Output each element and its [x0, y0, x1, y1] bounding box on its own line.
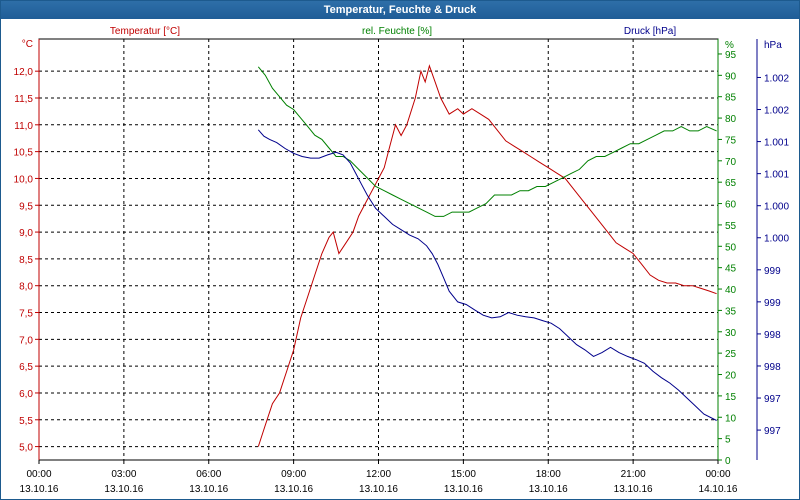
pressure-tick-label: 997: [764, 426, 781, 437]
pressure-tick-label: 1.001: [764, 138, 789, 149]
humidity-tick-label: 60: [725, 200, 737, 211]
x-tick-date-label: 13.10.16: [359, 484, 398, 495]
pressure-tick-label: 999: [764, 266, 781, 277]
x-tick-time-label: 21:00: [621, 469, 646, 480]
pressure-tick-label: 997: [764, 394, 781, 405]
humidity-tick-label: 65: [725, 178, 737, 189]
humidity-tick-label: 70: [725, 157, 737, 168]
temperature-tick-label: 12,0: [14, 67, 34, 78]
temperature-tick-label: 10,5: [14, 148, 34, 159]
x-tick-time-label: 06:00: [196, 469, 221, 480]
x-tick-date-label: 13.10.16: [274, 484, 313, 495]
humidity-tick-label: 75: [725, 135, 737, 146]
humidity-tick-label: 25: [725, 349, 737, 360]
temperature-series-title: Temperatur [°C]: [110, 26, 180, 37]
humidity-tick-label: 30: [725, 328, 737, 339]
humidity-tick-label: 50: [725, 242, 737, 253]
temperature-tick-label: 11,0: [14, 121, 33, 132]
x-tick-time-label: 00:00: [26, 469, 51, 480]
humidity-tick-label: 90: [725, 71, 737, 82]
pressure-axis-unit: hPa: [764, 40, 782, 51]
pressure-series-title: Druck [hPa]: [624, 26, 676, 37]
pressure-tick-label: 1.000: [764, 202, 789, 213]
x-tick-date-label: 13.10.16: [614, 484, 653, 495]
pressure-tick-label: 999: [764, 298, 781, 309]
temperature-tick-label: 7,0: [19, 335, 33, 346]
humidity-tick-label: 40: [725, 285, 737, 296]
humidity-tick-label: 5: [725, 435, 731, 446]
temperature-tick-label: 8,5: [19, 255, 33, 266]
temperature-tick-label: 7,5: [19, 309, 33, 320]
temperature-tick-label: 10,0: [14, 174, 34, 185]
pressure-tick-label: 1.001: [764, 170, 789, 181]
x-tick-time-label: 18:00: [536, 469, 561, 480]
pressure-tick-label: 1.000: [764, 234, 789, 245]
x-tick-date-label: 13.10.16: [529, 484, 568, 495]
series-line-pressure: [257, 129, 717, 421]
temperature-tick-label: 6,5: [19, 362, 33, 373]
x-tick-date-label: 13.10.16: [189, 484, 228, 495]
x-tick-date-label: 13.10.16: [104, 484, 143, 495]
humidity-series-title: rel. Feuchte [%]: [362, 26, 432, 37]
humidity-tick-label: 35: [725, 306, 737, 317]
pressure-tick-label: 998: [764, 330, 781, 341]
x-tick-date-label: 13.10.16: [444, 484, 483, 495]
temperature-tick-label: 8,0: [19, 282, 33, 293]
humidity-axis-unit: %: [725, 40, 734, 51]
x-tick-date-label: 13.10.16: [20, 484, 59, 495]
pressure-tick-label: 1.002: [764, 73, 789, 84]
humidity-tick-label: 45: [725, 264, 737, 275]
temperature-tick-label: 9,5: [19, 201, 33, 212]
humidity-tick-label: 95: [725, 50, 737, 61]
humidity-tick-label: 80: [725, 114, 737, 125]
x-tick-time-label: 03:00: [111, 469, 136, 480]
x-tick-time-label: 00:00: [705, 469, 730, 480]
humidity-tick-label: 10: [725, 413, 737, 424]
temperature-tick-label: 9,0: [19, 228, 33, 239]
pressure-tick-label: 1.002: [764, 106, 789, 117]
temperature-tick-label: 5,5: [19, 416, 33, 427]
x-tick-time-label: 15:00: [451, 469, 476, 480]
humidity-tick-label: 15: [725, 392, 737, 403]
series-line-humidity: [257, 66, 717, 217]
temperature-axis-unit: °C: [22, 39, 33, 50]
series-line-temperature: [257, 64, 717, 447]
x-tick-time-label: 09:00: [281, 469, 306, 480]
x-tick-time-label: 12:00: [366, 469, 391, 480]
humidity-tick-label: 0: [725, 456, 731, 467]
temperature-tick-label: 5,0: [19, 443, 33, 454]
humidity-tick-label: 55: [725, 221, 737, 232]
humidity-tick-label: 20: [725, 371, 737, 382]
pressure-tick-label: 998: [764, 362, 781, 373]
humidity-tick-label: 85: [725, 93, 737, 104]
temperature-tick-label: 6,0: [19, 389, 33, 400]
x-tick-date-label: 14.10.16: [699, 484, 738, 495]
window-title: Temperatur, Feuchte & Druck: [1, 1, 799, 19]
temperature-tick-label: 11,5: [14, 94, 33, 105]
